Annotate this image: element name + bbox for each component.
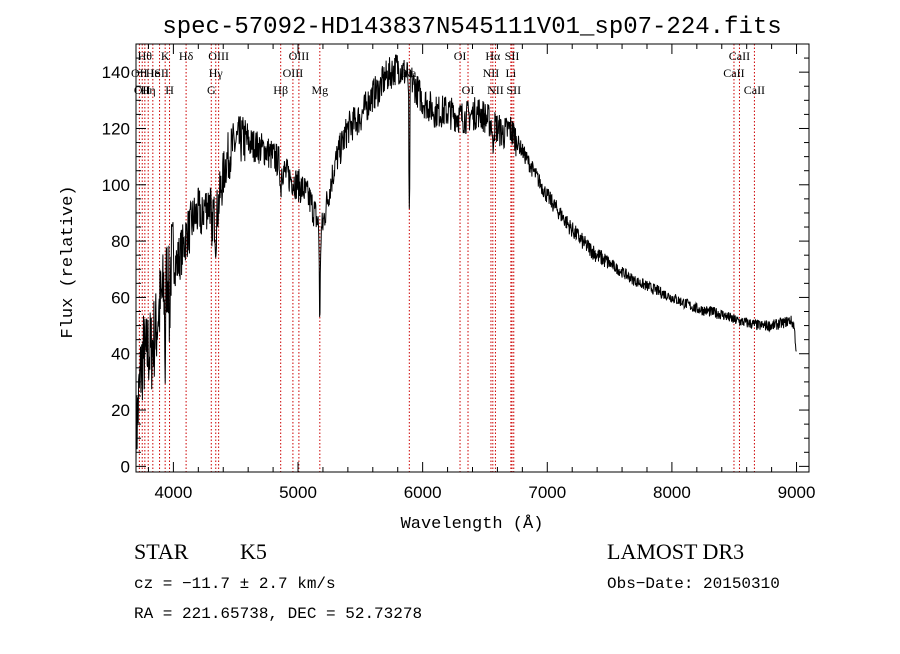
line-label-26: CaII xyxy=(729,49,750,63)
line-label-0: OII xyxy=(131,66,148,80)
y-axis-ticks: 0 20 40 60 80 100 120 140 xyxy=(102,57,809,476)
line-label-19: NII xyxy=(483,66,500,80)
y-tick-label-1: 20 xyxy=(111,401,130,420)
line-label-22: Li xyxy=(506,66,517,80)
redshift-value: cz = −11.7 ± 2.7 km/s xyxy=(134,575,336,593)
line-label-18: OI xyxy=(462,83,475,97)
y-tick-label-2: 40 xyxy=(111,345,130,364)
line-label-11: OIII xyxy=(208,49,229,63)
y-tick-label-4: 80 xyxy=(111,232,130,251)
spectral-line-labels: OIIOIIHθHηHeISIIKHHδGHγOIIIHβOIIIOIIIMgN… xyxy=(131,49,765,97)
y-tick-label-7: 140 xyxy=(102,63,130,82)
x-axis-ticks: 4000 5000 6000 7000 8000 9000 xyxy=(147,44,816,502)
x-tick-label-4: 8000 xyxy=(653,483,691,502)
line-label-12: Hβ xyxy=(273,83,288,97)
x-tick-label-1: 5000 xyxy=(279,483,317,502)
y-tick-label-6: 120 xyxy=(102,119,130,138)
line-label-4: He xyxy=(146,66,160,80)
line-label-24: SII xyxy=(506,83,521,97)
line-label-8: Hδ xyxy=(179,49,194,63)
line-label-14: OIII xyxy=(289,49,310,63)
x-tick-label-0: 4000 xyxy=(154,483,192,502)
line-label-20: Hα xyxy=(485,49,501,63)
line-label-17: OI xyxy=(454,49,467,63)
line-label-10: Hγ xyxy=(209,66,224,80)
line-label-9: G xyxy=(207,83,216,97)
plot-area: OIIOIIHθHηHeISIIKHHδGHγOIIIHβOIIIOIIIMgN… xyxy=(102,43,816,502)
y-tick-label-3: 60 xyxy=(111,288,130,307)
spectral-line-markers xyxy=(138,44,755,472)
spectrum-line xyxy=(135,54,797,467)
line-label-15: Mg xyxy=(311,83,328,97)
y-tick-label-5: 100 xyxy=(102,176,130,195)
line-label-2: Hθ xyxy=(138,49,153,63)
line-label-23: SII xyxy=(505,49,520,63)
line-label-3: Hη xyxy=(141,83,156,97)
line-label-13: OIII xyxy=(283,66,304,80)
coordinates: RA = 221.65738, DEC = 52.73278 xyxy=(134,605,422,623)
x-axis-label: Wavelength (Å) xyxy=(401,515,544,534)
line-label-6: K xyxy=(161,49,170,63)
spectrum-info: STAR K5 LAMOST DR3 cz = −11.7 ± 2.7 km/s… xyxy=(134,539,780,623)
y-axis-label: Flux (relative) xyxy=(59,185,78,338)
observation-date: Obs−Date: 20150310 xyxy=(607,575,780,593)
line-label-25: CaII xyxy=(723,66,744,80)
chart-title: spec-57092-HD143837N545111V01_sp07-224.f… xyxy=(162,14,781,41)
line-label-7: H xyxy=(165,83,174,97)
object-class: STAR xyxy=(134,539,189,564)
object-subclass: K5 xyxy=(240,539,267,564)
x-tick-label-3: 7000 xyxy=(528,483,566,502)
survey-name: LAMOST DR3 xyxy=(607,539,744,564)
y-tick-label-0: 0 xyxy=(121,457,130,476)
line-label-21: NII xyxy=(487,83,504,97)
line-label-5: ISII xyxy=(150,66,169,80)
x-tick-label-5: 9000 xyxy=(778,483,816,502)
line-label-27: CaII xyxy=(744,83,765,97)
x-tick-label-2: 6000 xyxy=(404,483,442,502)
